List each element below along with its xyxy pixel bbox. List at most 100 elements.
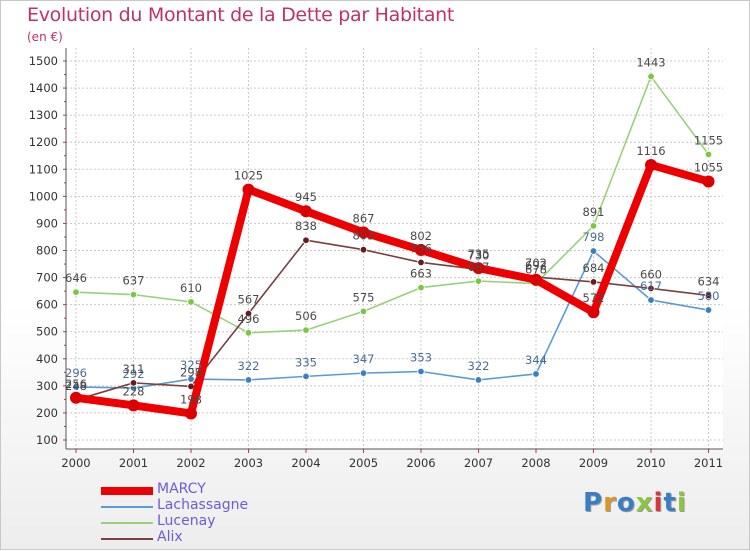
- data-point-lucenay: [647, 72, 655, 81]
- data-point-marcy: [185, 407, 197, 420]
- logo-letter: P: [583, 488, 604, 518]
- x-tick-label: 2010: [636, 456, 665, 470]
- data-point-lucenay: [244, 329, 253, 337]
- legend-label: Lachassagne: [157, 497, 249, 513]
- y-tick-label: 1000: [29, 189, 58, 203]
- legend-item-marcy: MARCY: [101, 481, 321, 499]
- y-tick-label: 1400: [29, 81, 58, 95]
- data-point-lachassagne: [532, 370, 540, 378]
- logo-letter: t: [663, 488, 677, 518]
- data-label-marcy: 802: [410, 229, 432, 243]
- data-point-alix: [647, 284, 655, 293]
- data-label-lachassagne: 322: [468, 359, 490, 373]
- data-label-alix: 248: [65, 379, 87, 393]
- data-label-marcy: 945: [295, 190, 317, 204]
- data-point-marcy: [242, 183, 255, 196]
- logo-letter: r: [603, 488, 617, 518]
- x-tick-label: 2002: [176, 456, 205, 470]
- chart-title: Evolution du Montant de la Dette par Hab…: [27, 4, 455, 26]
- data-label-marcy: 1116: [636, 144, 665, 158]
- data-point-lachassagne: [589, 247, 598, 255]
- data-point-lucenay: [187, 298, 195, 306]
- data-label-lachassagne: 347: [353, 352, 375, 366]
- y-tick-label: 700: [36, 271, 58, 285]
- x-tick-label: 2003: [234, 456, 263, 470]
- y-tick-label: 500: [36, 325, 58, 339]
- series-line-lucenay: [75, 75, 710, 334]
- data-point-lucenay: [589, 222, 598, 230]
- x-tick-label: 2006: [406, 456, 435, 470]
- y-tick-label: 600: [36, 298, 58, 312]
- data-label-lachassagne: 617: [640, 279, 662, 293]
- data-point-alix: [129, 379, 138, 387]
- y-tick-label: 100: [36, 433, 58, 447]
- data-point-lachassagne: [647, 296, 655, 304]
- data-point-marcy: [702, 175, 715, 188]
- data-label-alix: 803: [353, 229, 375, 243]
- data-label-marcy: 692: [525, 259, 547, 273]
- x-tick-label: 2009: [579, 456, 608, 470]
- data-point-lucenay: [72, 288, 80, 296]
- data-label-lucenay: 687: [468, 260, 490, 274]
- data-label-lucenay: 496: [238, 312, 260, 326]
- y-tick-label: 1200: [29, 135, 58, 149]
- logo-letter: o: [616, 488, 636, 518]
- x-tick-label: 2011: [694, 456, 723, 470]
- logo-letter: i: [676, 488, 687, 518]
- proxiti-logo: Proxiti: [583, 488, 687, 518]
- data-point-marcy: [300, 205, 312, 218]
- legend-swatch: [101, 522, 153, 524]
- y-tick-label: 1100: [29, 162, 58, 176]
- data-label-lachassagne: 292: [123, 367, 145, 381]
- data-point-lucenay: [302, 326, 310, 334]
- x-tick-label: 2007: [464, 456, 493, 470]
- data-point-lucenay: [704, 150, 713, 159]
- data-point-alix: [704, 291, 713, 300]
- data-label-lachassagne: 353: [410, 351, 432, 365]
- data-label-lucenay: 1155: [694, 133, 723, 147]
- data-point-marcy: [587, 306, 600, 319]
- data-point-lachassagne: [302, 372, 310, 381]
- data-label-marcy: 1055: [694, 160, 723, 174]
- data-label-lucenay: 646: [65, 271, 87, 285]
- data-point-lachassagne: [417, 367, 425, 376]
- legend-item-lachassagne: Lachassagne: [101, 497, 321, 515]
- data-point-marcy: [530, 273, 542, 286]
- data-point-lucenay: [129, 290, 138, 299]
- y-tick-label: 1300: [29, 108, 58, 122]
- data-label-alix: 730: [468, 248, 490, 262]
- data-point-marcy: [415, 243, 427, 256]
- x-tick-label: 2008: [521, 456, 550, 470]
- data-point-lachassagne: [244, 376, 253, 384]
- y-tick-label: 400: [36, 352, 58, 366]
- data-point-lucenay: [359, 307, 368, 316]
- data-point-lucenay: [474, 277, 483, 285]
- data-label-lachassagne: 325: [180, 358, 202, 372]
- data-label-lucenay: 1443: [636, 55, 665, 69]
- y-tick-label: 200: [36, 406, 58, 420]
- data-point-marcy: [645, 158, 657, 171]
- data-point-marcy: [127, 399, 140, 412]
- data-label-marcy: 228: [123, 384, 145, 398]
- data-label-alix: 702: [525, 256, 547, 270]
- data-label-lucenay: 506: [295, 309, 317, 323]
- data-label-lachassagne: 335: [295, 355, 317, 369]
- data-point-lachassagne: [704, 306, 713, 314]
- legend-swatch: [101, 538, 153, 540]
- data-label-alix: 311: [123, 362, 145, 376]
- series-line-lachassagne: [75, 250, 710, 389]
- legend-item-lucenay: Lucenay: [101, 513, 321, 531]
- data-label-lachassagne: 580: [698, 289, 720, 303]
- plot-area: [66, 48, 723, 449]
- y-tick-label: 800: [36, 244, 58, 258]
- legend-swatch: [101, 506, 153, 508]
- legend-label: Alix: [157, 529, 183, 545]
- x-tick-label: 2000: [61, 456, 90, 470]
- x-tick-label: 2004: [291, 456, 320, 470]
- legend-label: Lucenay: [157, 513, 216, 529]
- data-point-alix: [359, 245, 368, 254]
- data-point-lucenay: [417, 283, 425, 292]
- data-label-lucenay: 637: [123, 274, 145, 288]
- data-label-alix: 838: [295, 219, 317, 233]
